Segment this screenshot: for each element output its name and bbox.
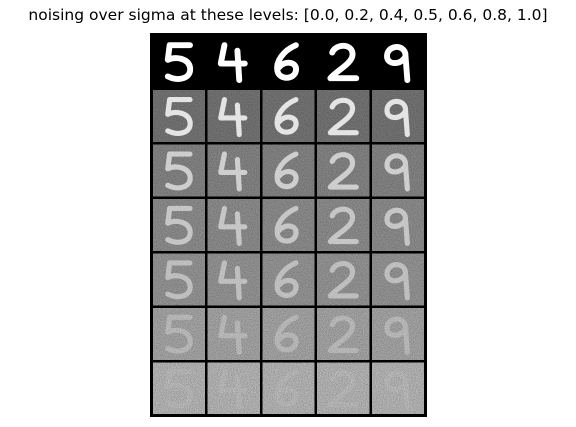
grid-cell-r3-c3 — [317, 199, 370, 251]
grid-cell-r1-c0 — [153, 90, 205, 142]
grid-cell-r0-c2 — [262, 36, 315, 88]
grid-cell-r2-c3 — [317, 144, 370, 197]
grid-cell-r5-c0 — [153, 308, 205, 360]
grid-cell-r5-c4 — [372, 308, 424, 360]
grid-cell-r4-c4 — [372, 253, 424, 306]
grid-cell-r4-c3 — [317, 253, 370, 306]
grid-cell-r6-c4 — [372, 362, 424, 414]
grid-cell-r0-c1 — [207, 36, 260, 88]
grid-cell-r4-c0 — [153, 253, 205, 306]
grid-cell-r2-c2 — [262, 144, 315, 197]
grid-cell-r1-c3 — [317, 90, 370, 142]
grid-cell-r5-c2 — [262, 308, 315, 360]
grid-cell-r2-c1 — [207, 144, 260, 197]
grid-cell-r3-c2 — [262, 199, 315, 251]
image-grid — [150, 33, 427, 417]
grid-cell-r0-c0 — [153, 36, 205, 88]
grid-cell-r2-c0 — [153, 144, 205, 197]
grid-cell-r6-c3 — [317, 362, 370, 414]
grid-cell-r1-c2 — [262, 90, 315, 142]
grid-cell-r1-c1 — [207, 90, 260, 142]
grid-cell-r6-c1 — [207, 362, 260, 414]
grid-cell-r3-c0 — [153, 199, 205, 251]
grid-cell-r5-c1 — [207, 308, 260, 360]
grid-cell-r4-c1 — [207, 253, 260, 306]
grid-cell-r6-c2 — [262, 362, 315, 414]
grid-cell-r3-c4 — [372, 199, 424, 251]
grid-cell-r0-c4 — [372, 36, 424, 88]
noise-grid-canvas — [153, 36, 424, 414]
grid-cell-r3-c1 — [207, 199, 260, 251]
grid-cell-r0-c3 — [317, 36, 370, 88]
grid-cell-r4-c2 — [262, 253, 315, 306]
grid-cell-r2-c4 — [372, 144, 424, 197]
grid-cell-r1-c4 — [372, 90, 424, 142]
figure-title: noising over sigma at these levels: [0.0… — [28, 6, 548, 24]
grid-cell-r6-c0 — [153, 362, 205, 414]
grid-cell-r5-c3 — [317, 308, 370, 360]
